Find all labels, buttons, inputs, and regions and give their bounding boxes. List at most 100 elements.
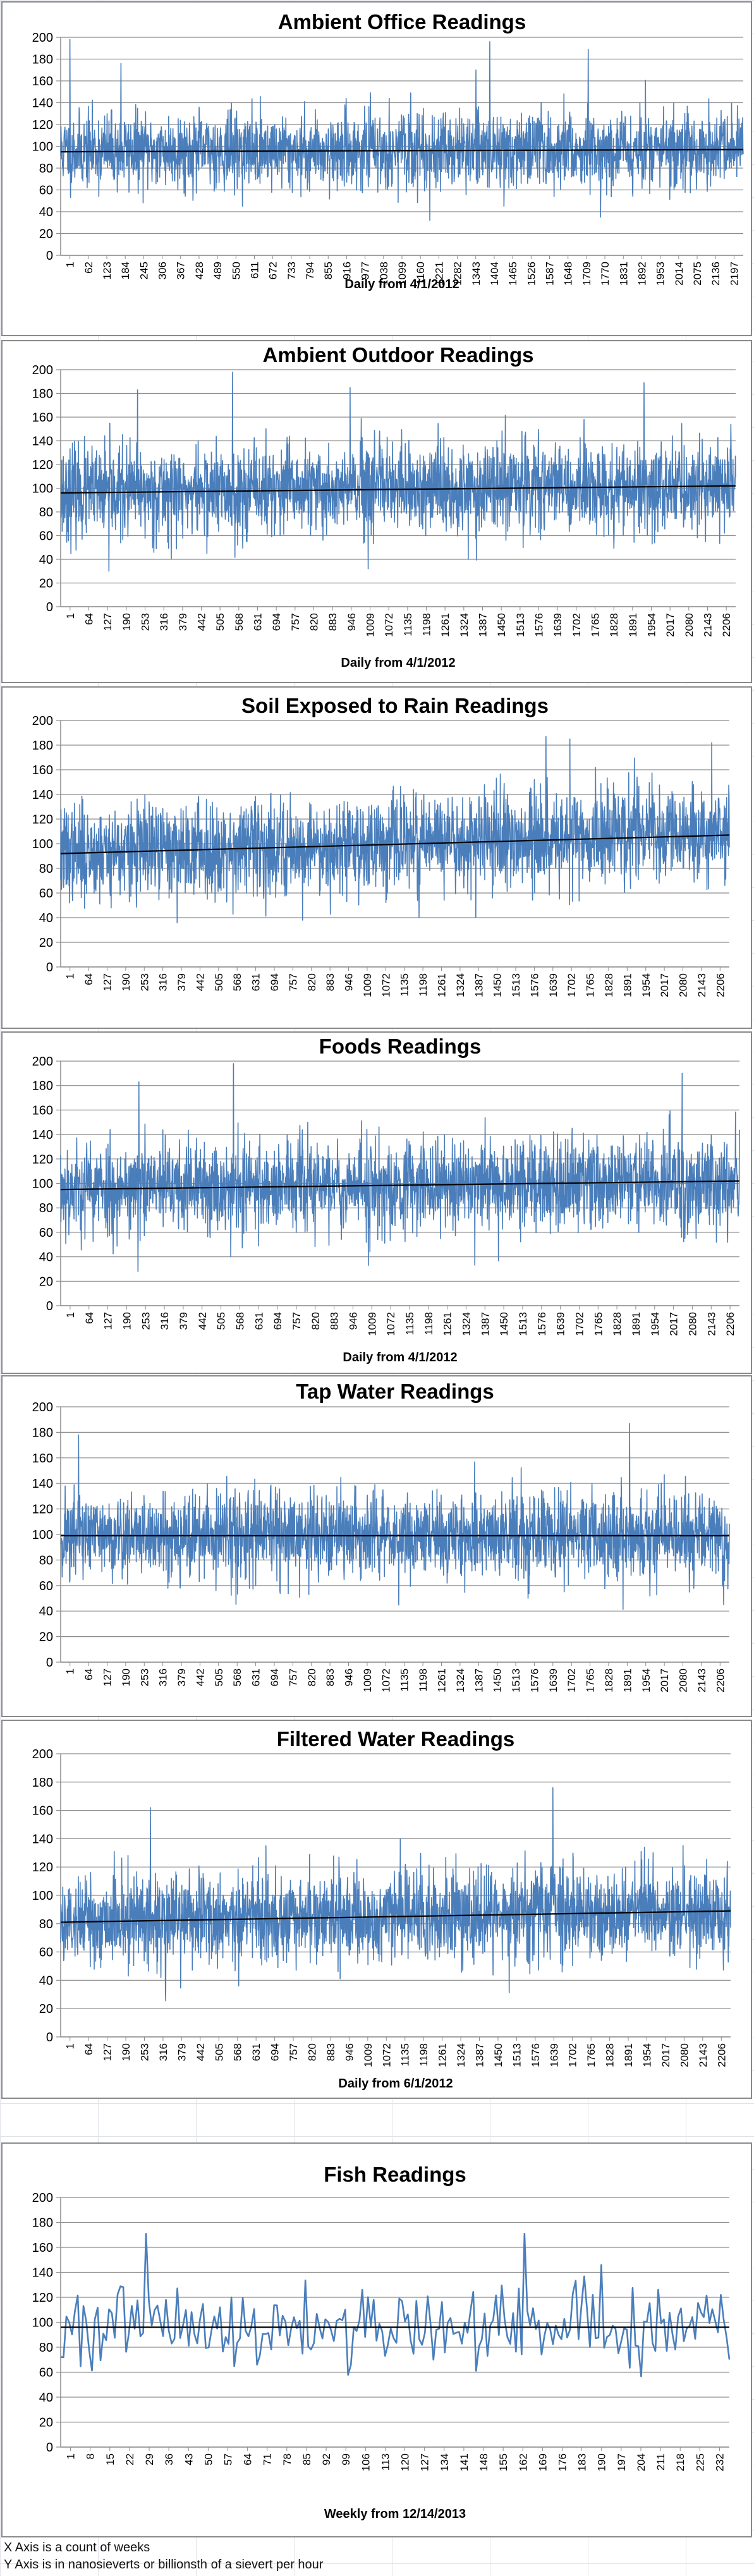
filtered-xtick-label: 1198 xyxy=(418,2043,430,2067)
outdoor-xtick-label: 1009 xyxy=(365,613,377,637)
tap-xtick-label: 1828 xyxy=(603,1668,615,1692)
foods-trend-line xyxy=(60,1180,740,1191)
tap-xtick-label: 946 xyxy=(343,1668,355,1686)
soil-xtick-label: 757 xyxy=(287,973,299,991)
soil-xtick-label: 1576 xyxy=(528,973,540,997)
outdoor-xtick-label: 253 xyxy=(140,613,152,631)
soil-xtick-label: 316 xyxy=(157,973,169,991)
soil-title: Soil Exposed to Rain Readings xyxy=(241,694,549,717)
fish-xtick-label: 134 xyxy=(439,2453,451,2471)
soil-xtick-label: 505 xyxy=(213,973,225,991)
soil-xtick-label: 2206 xyxy=(714,973,726,997)
fish-xtick-label: 120 xyxy=(399,2453,411,2471)
foods-xtick-label: 2080 xyxy=(686,1312,698,1336)
soil-xtick-label: 442 xyxy=(194,973,206,991)
soil-xtick-label: 1765 xyxy=(585,973,597,997)
filtered-ytick-label: 120 xyxy=(32,1861,53,1874)
office-xtick-label: 916 xyxy=(341,262,353,279)
soil-xtick-label: 190 xyxy=(120,973,132,991)
tap-xtick-label: 253 xyxy=(138,1668,150,1686)
fish-xtick-label: 15 xyxy=(104,2453,116,2465)
foods-ytick-label: 100 xyxy=(32,1177,53,1191)
fish-ytick-label: 180 xyxy=(32,2216,53,2230)
office-xtick-label: 550 xyxy=(230,262,242,279)
filtered-xtick-label: 64 xyxy=(83,2043,95,2055)
office-xtick-label: 733 xyxy=(286,262,298,279)
tap-xtick-label: 1009 xyxy=(362,1668,374,1692)
filtered-xtick-label: 2206 xyxy=(715,2043,727,2067)
soil-xtick-label: 1072 xyxy=(380,973,392,997)
outdoor-svg: Ambient Outdoor Readings0204060801001201… xyxy=(32,343,736,670)
tap-xtick-label: 1 xyxy=(64,1668,76,1674)
fish-xtick-label: 176 xyxy=(557,2453,569,2471)
outdoor-xtick-label: 1891 xyxy=(627,613,639,637)
office-xtick-label: 184 xyxy=(119,262,131,279)
office-xtick-label: 2197 xyxy=(728,262,740,286)
fish-xtick-label: 78 xyxy=(281,2453,293,2465)
office-series-line xyxy=(60,39,744,221)
foods-xtick-label: 1009 xyxy=(366,1312,378,1336)
soil-xtick-label: 1891 xyxy=(621,973,633,997)
outdoor-ytick-label: 140 xyxy=(32,435,53,449)
outdoor-xlabel: Daily from 4/1/2012 xyxy=(341,656,455,670)
outdoor-xtick-label: 694 xyxy=(271,613,283,631)
outdoor-xtick-label: 1639 xyxy=(552,613,564,637)
foods-xtick-label: 568 xyxy=(234,1312,246,1330)
office-xtick-label: 123 xyxy=(101,262,113,279)
outdoor-xtick-label: 1261 xyxy=(439,613,451,637)
outdoor-ytick-label: 80 xyxy=(39,506,53,519)
tap-xtick-label: 1765 xyxy=(585,1668,597,1692)
fish-xtick-label: 22 xyxy=(124,2453,136,2465)
soil-xtick-label: 1639 xyxy=(547,973,559,997)
office-xtick-label: 2075 xyxy=(691,262,703,286)
soil-xtick-label: 1702 xyxy=(566,973,578,997)
filtered-xtick-label: 1828 xyxy=(604,2043,616,2067)
filtered-xtick-label: 127 xyxy=(102,2043,114,2061)
filtered-xtick-label: 1702 xyxy=(567,2043,579,2067)
outdoor-xtick-label: 1765 xyxy=(590,613,602,637)
foods-xtick-label: 631 xyxy=(253,1312,265,1330)
axis-notes: X Axis is a count of weeks Y Axis is in … xyxy=(4,2539,323,2573)
fish-ytick-label: 20 xyxy=(39,2416,53,2430)
soil-xtick-label: 694 xyxy=(269,973,281,991)
tap-ytick-label: 60 xyxy=(39,1579,53,1593)
fish-xtick-label: 141 xyxy=(458,2453,470,2471)
tap-xtick-label: 2017 xyxy=(659,1668,671,1692)
fish-xtick-label: 183 xyxy=(576,2453,588,2471)
foods-xtick-label: 316 xyxy=(159,1312,171,1330)
filtered-svg: Filtered Water Readings02040608010012014… xyxy=(32,1727,731,2091)
fish-xtick-label: 155 xyxy=(497,2453,509,2471)
office-xtick-label: 977 xyxy=(360,262,372,279)
fish-xtick-label: 169 xyxy=(537,2453,549,2471)
filtered-xtick-label: 1135 xyxy=(399,2043,411,2067)
outdoor-xtick-label: 190 xyxy=(121,613,133,631)
foods-xtick-label: 64 xyxy=(83,1312,95,1324)
filtered-ytick-label: 100 xyxy=(32,1889,53,1903)
outdoor-xtick-label: 1135 xyxy=(402,613,414,636)
office-ytick-label: 120 xyxy=(32,118,53,132)
foods-xtick-label: 1576 xyxy=(536,1312,548,1336)
outdoor-xtick-label: 1 xyxy=(64,613,76,619)
foods-series-line xyxy=(60,1063,740,1272)
tap-xtick-label: 127 xyxy=(101,1668,113,1686)
outdoor-xtick-label: 631 xyxy=(252,613,264,631)
soil-series-line xyxy=(60,736,730,923)
outdoor-ytick-label: 0 xyxy=(46,600,53,614)
soil-xtick-label: 1 xyxy=(64,973,76,979)
soil-ytick-label: 120 xyxy=(32,813,53,827)
outdoor-title: Ambient Outdoor Readings xyxy=(263,343,534,367)
office-title: Ambient Office Readings xyxy=(278,10,526,33)
soil-ytick-label: 200 xyxy=(32,714,53,728)
soil-xtick-label: 64 xyxy=(83,973,95,985)
tap-ytick-label: 0 xyxy=(46,1656,53,1670)
foods-xtick-label: 379 xyxy=(178,1312,190,1330)
soil-xtick-label: 1954 xyxy=(640,973,652,997)
office-xtick-label: 428 xyxy=(193,262,205,279)
office-xtick-label: 367 xyxy=(175,262,187,279)
outdoor-xtick-label: 2080 xyxy=(683,613,695,637)
soil-xtick-label: 127 xyxy=(101,973,113,991)
tap-xtick-label: 757 xyxy=(287,1668,299,1686)
filtered-xtick-label: 1261 xyxy=(437,2043,449,2067)
tap-ytick-label: 180 xyxy=(32,1426,53,1440)
tap-xtick-label: 505 xyxy=(213,1668,225,1686)
